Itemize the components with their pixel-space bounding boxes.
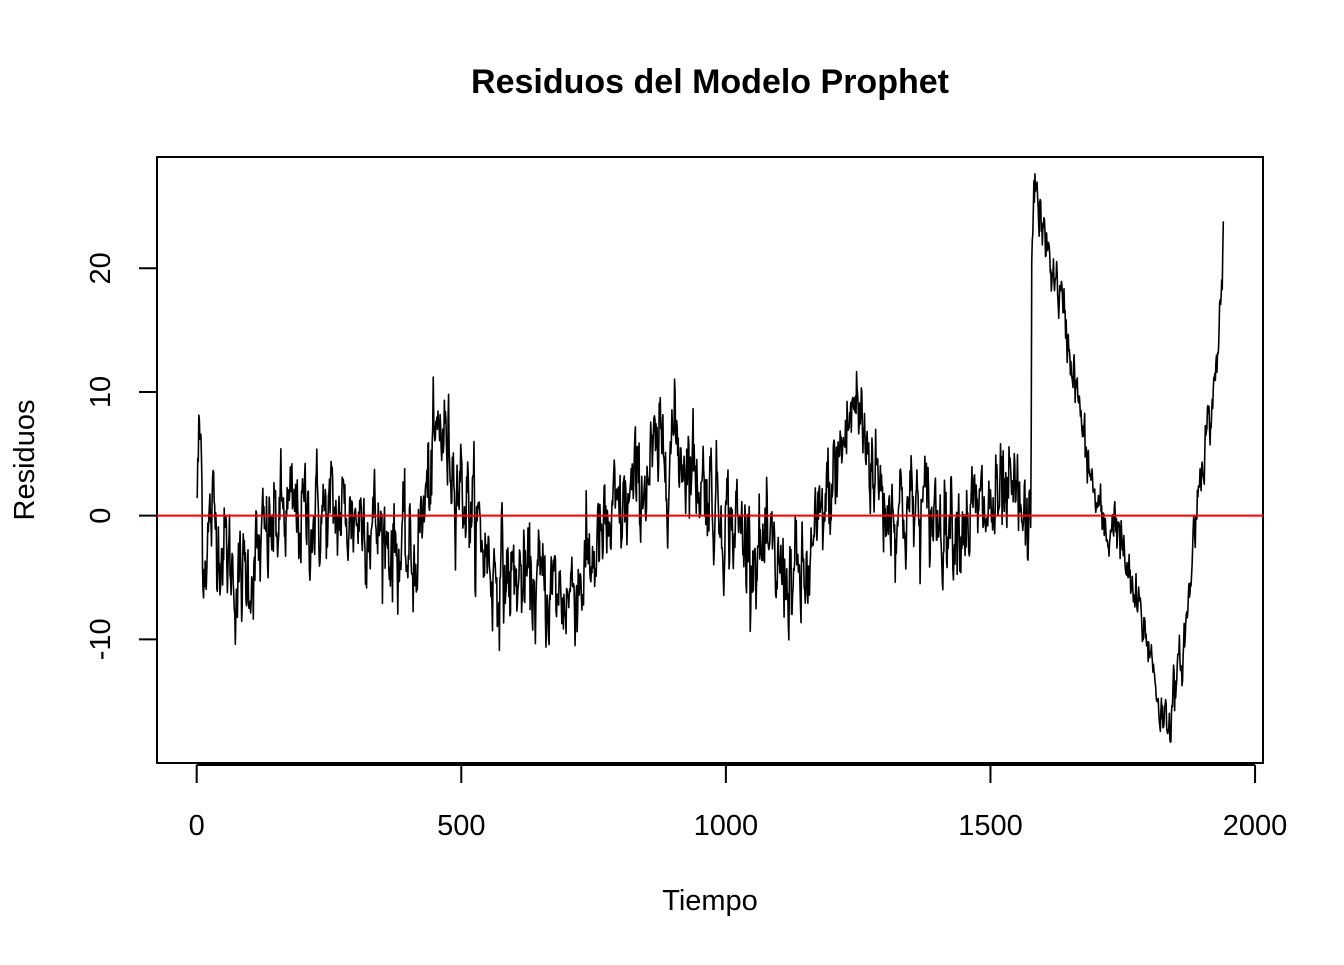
x-axis: 0 500 1000 1500 2000 [189,764,1288,842]
x-tick-label: 0 [189,810,205,842]
series-layer [196,173,1225,744]
y-axis: -10 0 10 20 [85,252,158,660]
x-axis-label: Tiempo [662,885,758,917]
y-tick-label: 10 [85,376,117,408]
y-tick-label: 20 [85,252,117,284]
y-tick-label: -10 [85,618,117,660]
x-tick-label: 1000 [694,810,759,842]
y-tick-label: 0 [85,508,117,524]
x-tick-label: 500 [437,810,485,842]
x-tick-label: 2000 [1223,810,1288,842]
x-tick-label: 1500 [958,810,1023,842]
chart-title: Residuos del Modelo Prophet [471,63,949,101]
y-axis-label: Residuos [9,400,41,521]
residuals-series-line [196,173,1225,744]
